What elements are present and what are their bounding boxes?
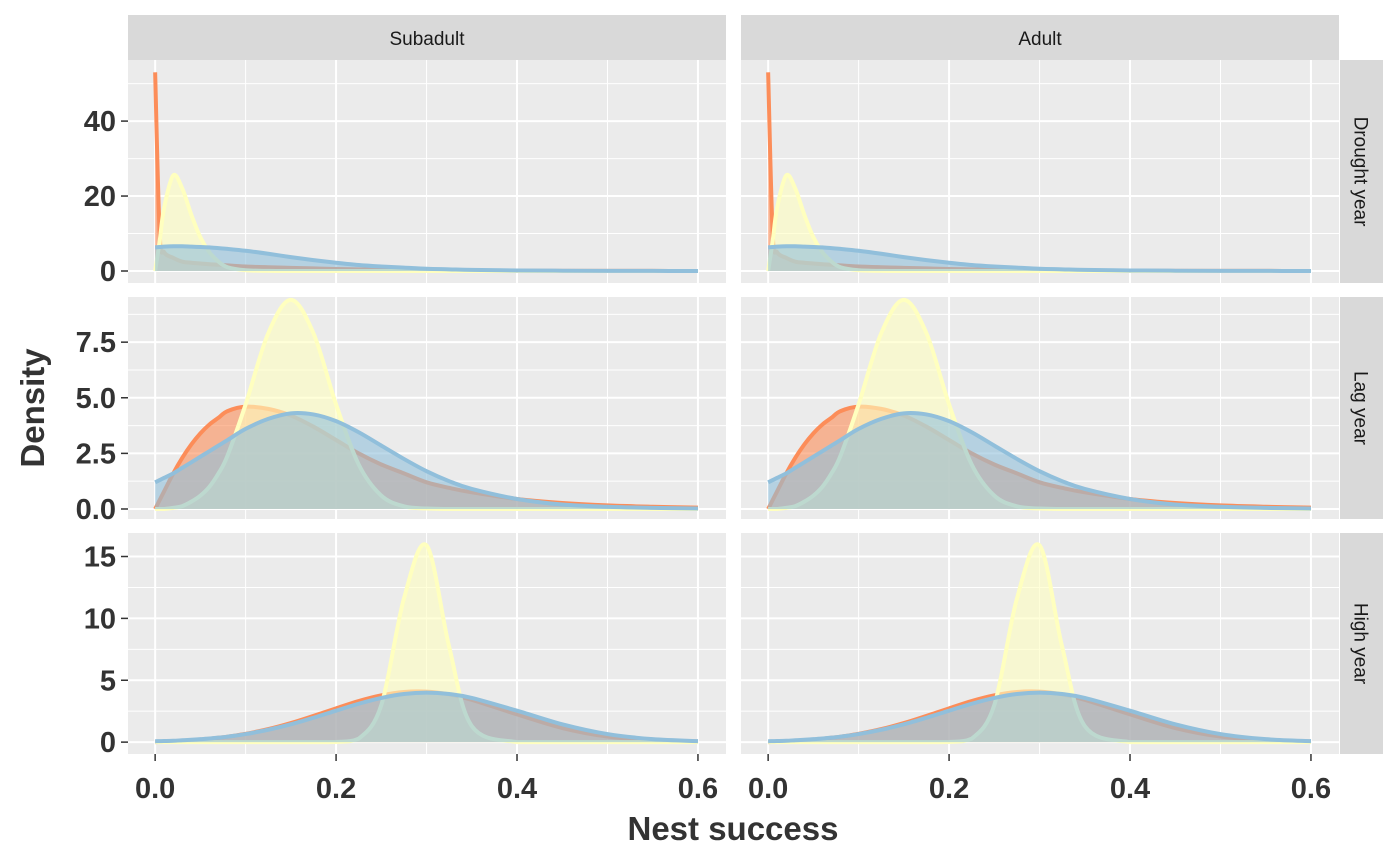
panel-adult-2 bbox=[741, 533, 1339, 754]
x-tick-label: 0.0 bbox=[135, 773, 175, 805]
strip-row bbox=[1340, 297, 1383, 519]
x-tick-label: 0.2 bbox=[316, 773, 356, 805]
density-area-2 bbox=[768, 246, 1311, 272]
y-tick-label: 40 bbox=[84, 106, 116, 138]
y-tick-label: 20 bbox=[84, 181, 116, 213]
density-line-2 bbox=[767, 411, 1311, 511]
density-line-2 bbox=[767, 244, 1311, 273]
y-tick-label: 0 bbox=[100, 256, 116, 288]
density-line-2 bbox=[154, 244, 698, 273]
x-tick-label: 0.0 bbox=[748, 773, 788, 805]
y-tick-label: 0.0 bbox=[76, 494, 116, 526]
density-curves bbox=[766, 297, 1311, 511]
density-area-1 bbox=[155, 544, 698, 743]
y-tick-label: 5.0 bbox=[76, 383, 116, 415]
strip-label: High year bbox=[1350, 603, 1371, 685]
y-tick-label: 2.5 bbox=[76, 438, 116, 470]
strip-label: Lag year bbox=[1350, 371, 1371, 446]
x-tick-label: 0.6 bbox=[1291, 773, 1331, 805]
density-area-2 bbox=[155, 246, 698, 272]
x-tick-label: 0.4 bbox=[1110, 773, 1150, 805]
y-tick-label: 5 bbox=[100, 665, 116, 697]
density-area-2 bbox=[768, 413, 1311, 509]
y-tick-label: 7.5 bbox=[76, 327, 116, 359]
strip-row bbox=[1340, 60, 1383, 283]
strip-row bbox=[1340, 533, 1383, 754]
panel-adult-1 bbox=[741, 297, 1339, 519]
strip-adult bbox=[741, 15, 1339, 60]
x-tick-label: 0.2 bbox=[929, 773, 969, 805]
y-tick-label: 15 bbox=[84, 542, 116, 574]
x-tick-label: 0.4 bbox=[497, 773, 537, 805]
density-curves bbox=[766, 72, 1311, 274]
density-curves bbox=[153, 297, 698, 511]
x-axis-title: Nest success bbox=[628, 810, 839, 847]
density-area-2 bbox=[155, 692, 698, 743]
y-tick-label: 10 bbox=[84, 603, 116, 635]
density-line-2 bbox=[155, 690, 699, 744]
strip-subadult bbox=[128, 15, 726, 60]
y-tick-label: 0 bbox=[100, 727, 116, 759]
panel-adult-0 bbox=[741, 60, 1339, 283]
panel-subadult-2 bbox=[128, 533, 726, 754]
strip-label: Subadult bbox=[389, 29, 465, 50]
density-curves bbox=[768, 542, 1312, 745]
panel-subadult-0 bbox=[128, 60, 726, 283]
density-line-2 bbox=[154, 411, 698, 511]
y-axis-title: Density bbox=[14, 348, 51, 468]
strip-label: Adult bbox=[1018, 29, 1062, 50]
density-curves bbox=[153, 72, 698, 274]
x-tick-label: 0.6 bbox=[678, 773, 718, 805]
density-area-2 bbox=[768, 692, 1311, 743]
density-area-1 bbox=[768, 544, 1311, 743]
strip-label: Drought year bbox=[1350, 117, 1371, 228]
density-line-2 bbox=[768, 690, 1312, 744]
panel-subadult-1 bbox=[128, 297, 726, 519]
density-area-2 bbox=[155, 413, 698, 509]
density-curves bbox=[155, 542, 699, 745]
